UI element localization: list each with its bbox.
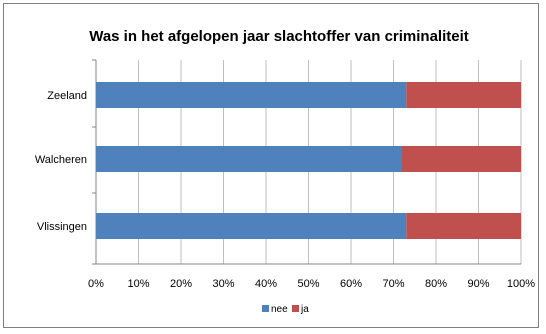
bar-ja-vlissingen (406, 213, 521, 239)
y-tick-label: Vlissingen (37, 221, 87, 233)
y-tick-label: Walcheren (35, 154, 87, 166)
legend-swatch-ja (292, 305, 299, 312)
bar-ja-walcheren (402, 146, 521, 172)
bars (96, 82, 521, 239)
x-tick-label: 0% (88, 278, 104, 290)
chart-svg: Was in het afgelopen jaar slachtoffer va… (35, 28, 535, 315)
x-tick-label: 50% (297, 278, 319, 290)
bar-nee-walcheren (96, 146, 402, 172)
legend: nee ja (262, 304, 309, 315)
bar-nee-vlissingen (96, 213, 407, 239)
y-tick-label: Zeeland (47, 90, 87, 102)
bar-ja-zeeland (406, 82, 521, 108)
chart-frame: Was in het afgelopen jaar slachtoffer va… (3, 3, 539, 328)
x-tick-label: 40% (255, 278, 277, 290)
x-tick-label: 90% (467, 278, 489, 290)
x-tick-label: 70% (382, 278, 404, 290)
x-tick-label: 100% (507, 278, 535, 290)
legend-swatch-nee (262, 305, 269, 312)
x-tick-label: 10% (127, 278, 149, 290)
x-tick-label: 60% (340, 278, 362, 290)
x-tick-labels: 0% 10% 20% 30% 40% 50% 60% 70% 80% 90% 100% (88, 278, 535, 290)
chart-title: Was in het afgelopen jaar slachtoffer va… (89, 28, 469, 45)
legend-label-nee: nee (271, 304, 288, 315)
legend-label-ja: ja (300, 304, 309, 315)
y-tick-labels: Zeeland Walcheren Vlissingen (35, 90, 87, 233)
x-tick-label: 30% (212, 278, 234, 290)
x-tick-label: 20% (170, 278, 192, 290)
bar-nee-zeeland (96, 82, 407, 108)
x-tick-label: 80% (425, 278, 447, 290)
